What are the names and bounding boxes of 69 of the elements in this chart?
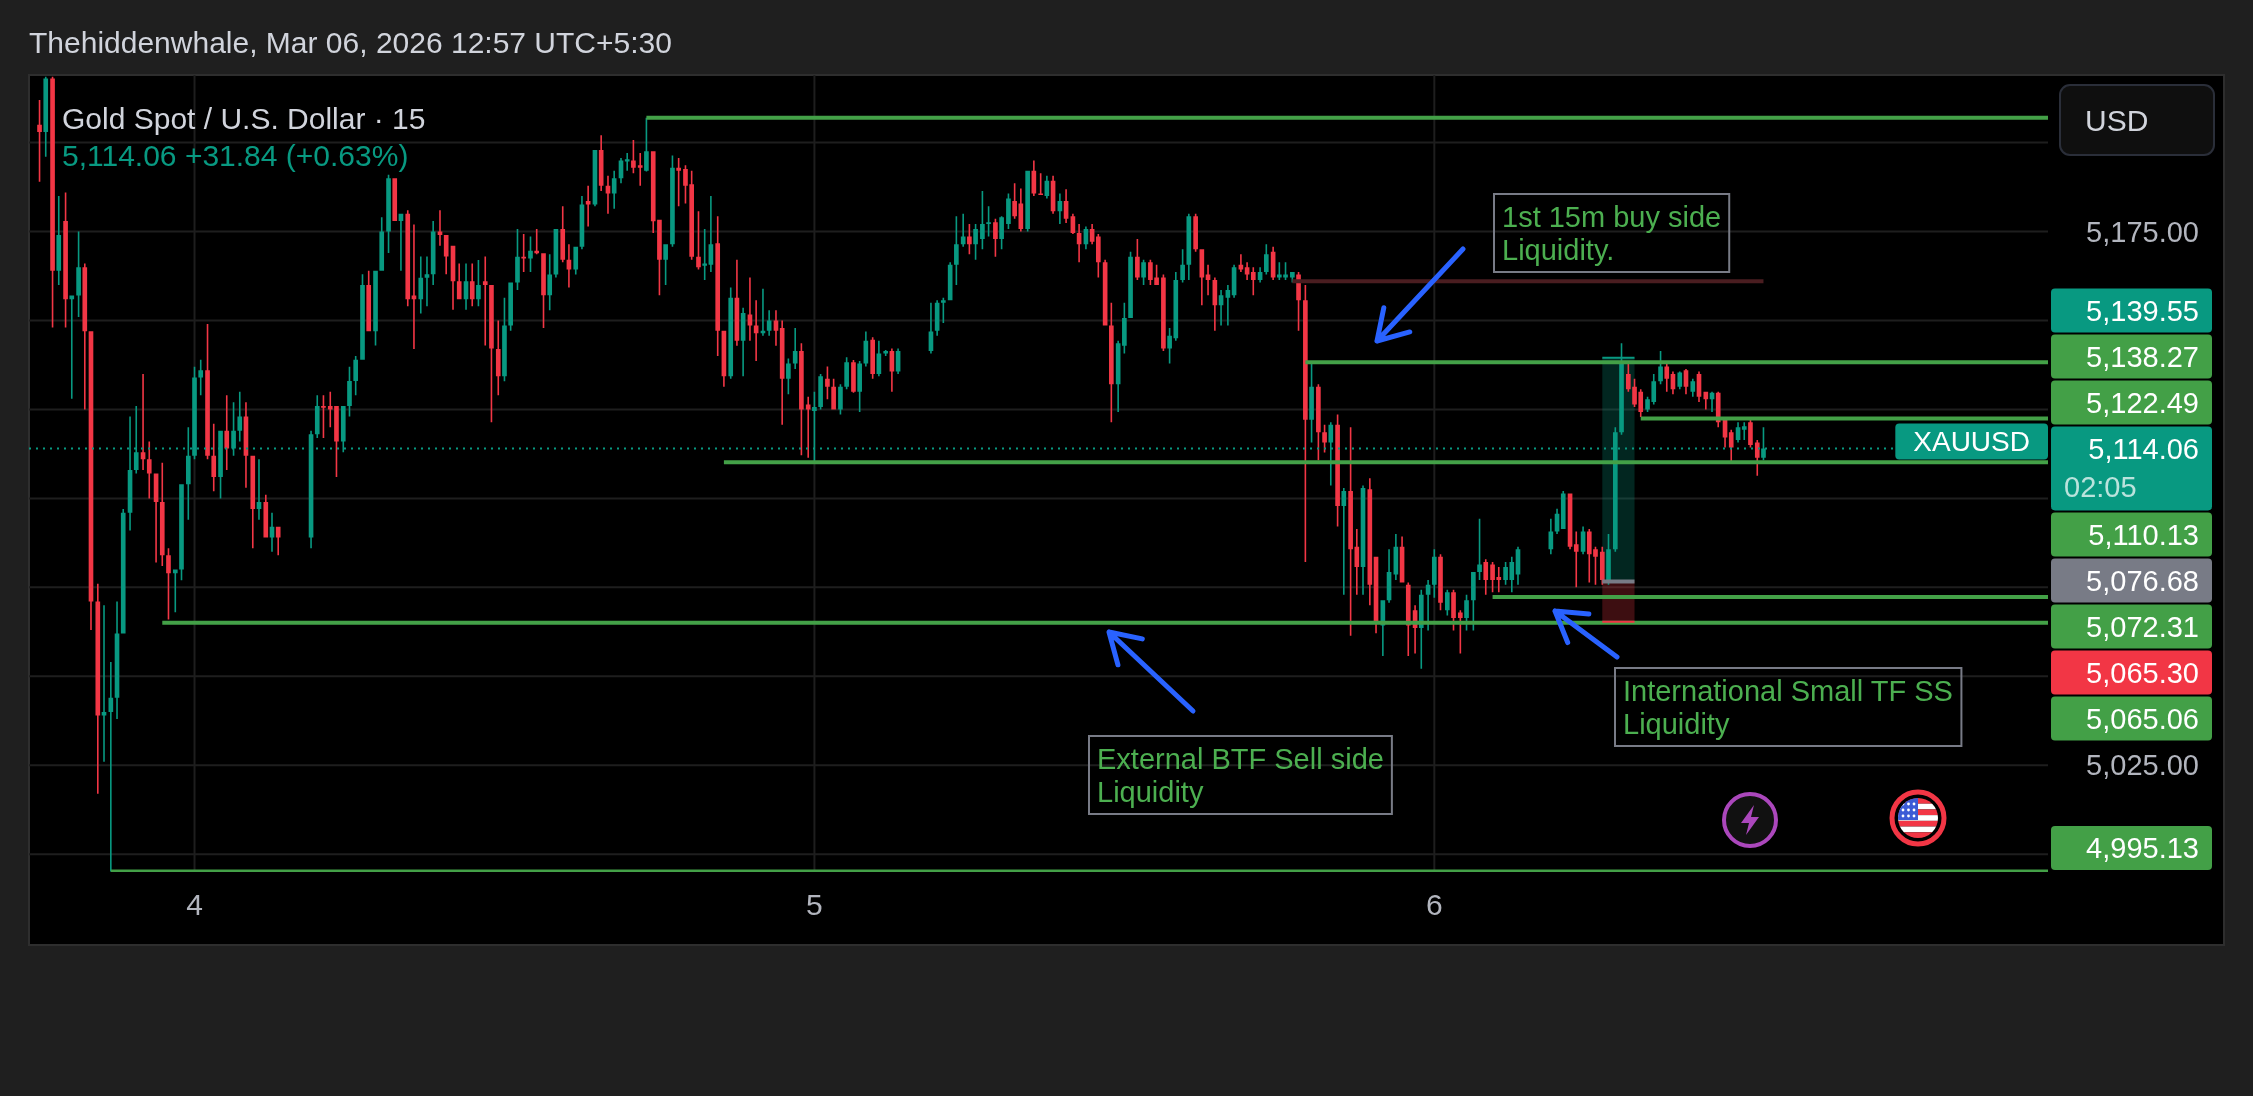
y-tick-label: 5,175.00	[2086, 215, 2199, 248]
series-label: 5,138.27	[2086, 340, 2199, 373]
candlestick	[101, 605, 107, 762]
candlestick	[1250, 267, 1256, 296]
candlestick	[469, 263, 475, 307]
text: 5,139.55	[2086, 294, 2199, 327]
ref-line-label: 5,114.06	[2088, 432, 2199, 465]
candlestick	[805, 396, 811, 458]
annotation: 1st 15m buy side Liquidity.	[1502, 201, 1722, 266]
candlestick	[605, 175, 611, 214]
candlestick	[256, 459, 262, 520]
candlestick	[1741, 422, 1747, 441]
candlestick	[275, 526, 281, 556]
candlestick	[1205, 264, 1211, 296]
candlestick	[82, 263, 88, 410]
candlestick	[611, 170, 617, 209]
candlestick	[56, 195, 62, 285]
text: 5,114.06 +31.84 (+0.63%)	[62, 139, 409, 172]
text: 02:05	[2064, 470, 2137, 503]
y-tick-label: 5,025.00	[2086, 749, 2199, 782]
candlestick	[108, 662, 114, 872]
candlestick	[211, 423, 217, 492]
candlestick	[411, 224, 417, 349]
candlestick	[585, 185, 591, 227]
candlestick	[1225, 284, 1231, 326]
candlestick	[792, 327, 798, 369]
x-tick-label: 5	[806, 888, 823, 921]
series-label: 4,995.13	[2086, 832, 2199, 865]
candlestick	[753, 300, 759, 362]
candlestick	[198, 359, 204, 396]
x-tick-label: 6	[1425, 888, 1443, 921]
annotation: International Small TF SS Liquidity	[1623, 675, 1953, 740]
candlestick	[1341, 488, 1347, 595]
candlestick	[418, 256, 424, 314]
candlestick	[1690, 378, 1696, 397]
candlestick	[708, 195, 714, 273]
candlestick	[482, 256, 488, 346]
candlestick	[960, 213, 966, 247]
candlestick	[140, 373, 146, 470]
candlestick	[760, 288, 766, 336]
candlestick	[424, 256, 430, 307]
text: 5,076.68	[2086, 564, 2199, 597]
text: 5,065.06	[2086, 702, 2199, 735]
text: Gold Spot / U.S. Dollar · 15	[62, 102, 426, 135]
candlestick	[1483, 559, 1489, 595]
text: Thehiddenwhale, Mar 06, 2026 12:57 UTC+5:30	[29, 26, 672, 59]
candlestick	[146, 441, 152, 499]
annotation: External BTF Sell side Liquidity	[1097, 743, 1384, 808]
y-axis-title: USD	[2085, 104, 2149, 137]
candlestick	[1664, 363, 1670, 392]
candlestick	[637, 152, 643, 186]
series-label: 5,122.49	[2086, 386, 2199, 419]
candlestick	[747, 277, 753, 341]
candlestick	[224, 395, 230, 470]
candlestick	[566, 244, 572, 288]
text: 5,110.13	[2088, 518, 2199, 551]
annotation: XAUUSD	[1913, 426, 2030, 458]
candlestick	[547, 254, 553, 311]
candlestick	[172, 569, 178, 613]
text: 5,065.30	[2086, 656, 2199, 689]
candlestick	[437, 210, 443, 246]
candlestick	[624, 152, 630, 171]
candlestick	[69, 295, 75, 399]
candlestick	[1573, 531, 1579, 588]
candlestick	[495, 320, 501, 396]
series-label: 5,072.31	[2086, 610, 2199, 643]
candlestick	[237, 391, 243, 442]
candlestick	[398, 213, 404, 271]
x-tick-label: 4	[186, 888, 203, 921]
